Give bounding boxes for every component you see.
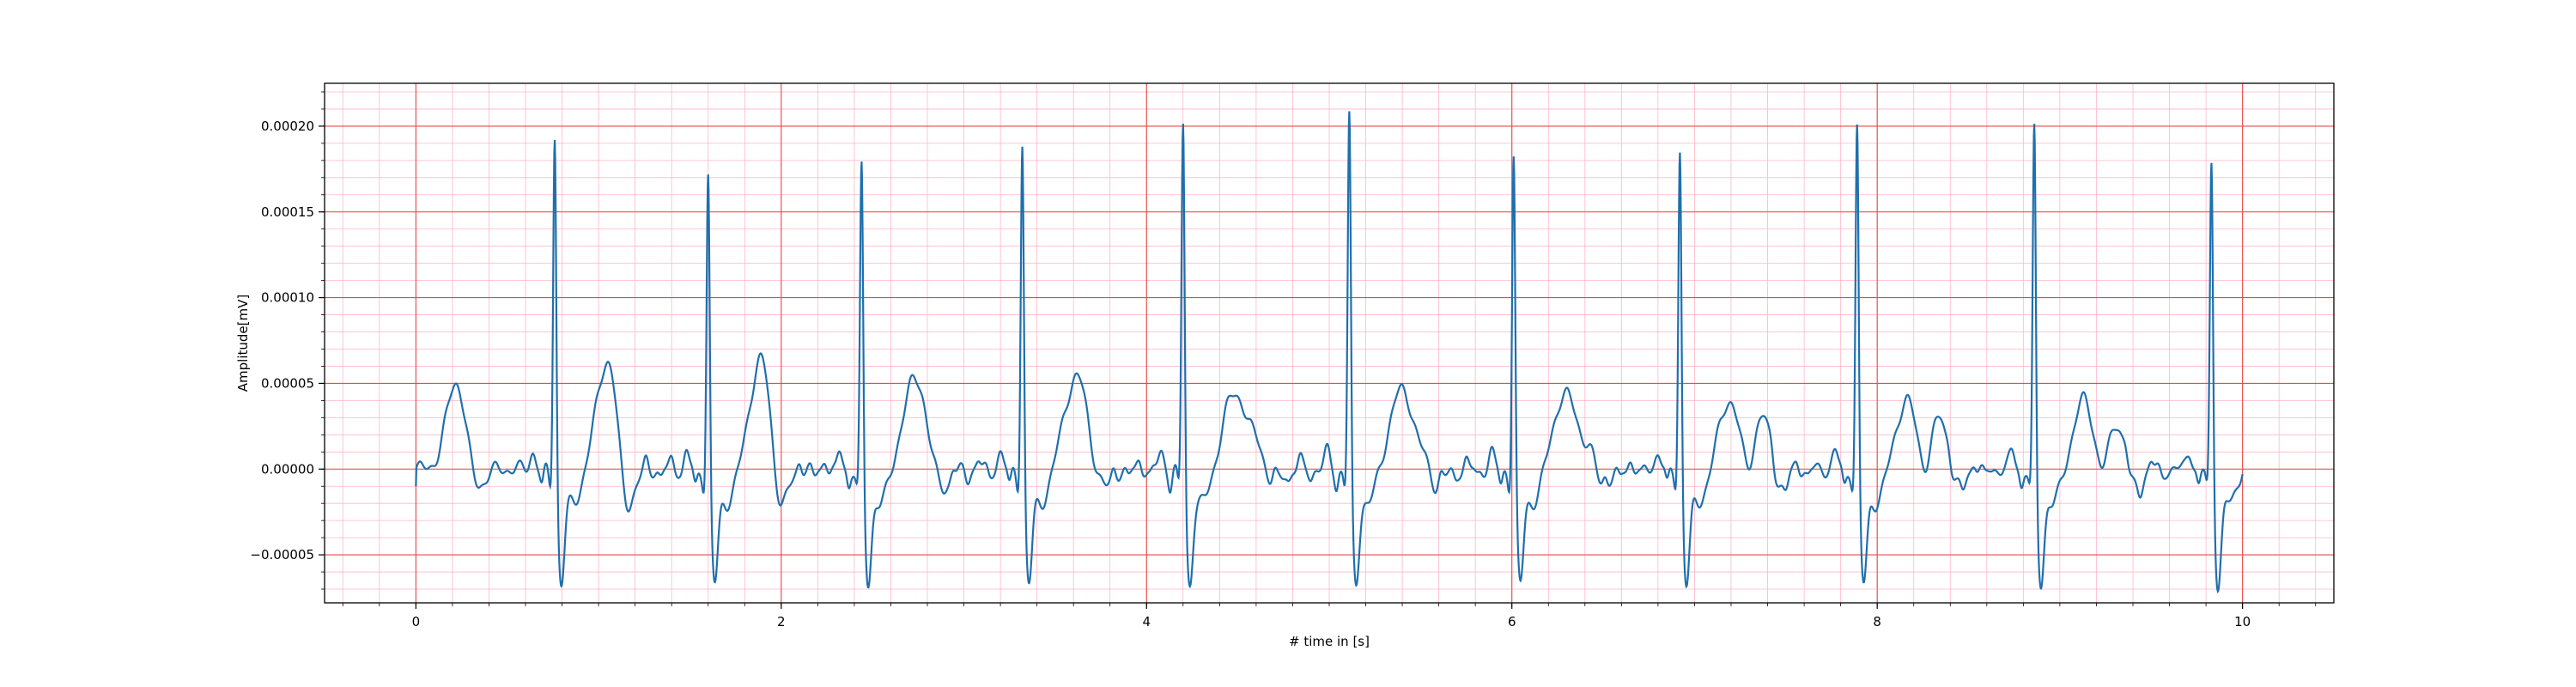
major-grid (325, 83, 2334, 603)
y-tick-label: 0.00010 (261, 290, 314, 306)
x-tick-label: 10 (2234, 614, 2251, 629)
y-axis: −0.00005 0.00000 0.00005 0.00010 0.00015 0.00… (250, 91, 325, 590)
y-tick-label: 0.00015 (261, 204, 314, 220)
y-tick-label: −0.00005 (250, 547, 314, 562)
x-tick-label: 6 (1508, 614, 1516, 629)
ecg-series-line (415, 111, 2244, 594)
x-axis: 0 2 4 6 8 10 (342, 603, 2317, 629)
y-axis-label: Amplitude[mV] (235, 295, 251, 392)
y-tick-label: 0.00020 (261, 119, 314, 134)
y-tick-label: 0.00005 (261, 375, 314, 391)
x-tick-label: 0 (412, 614, 421, 629)
x-tick-label: 2 (777, 614, 786, 629)
x-tick-label: 8 (1873, 614, 1881, 629)
x-axis-label: # time in [s] (1289, 634, 1370, 649)
y-tick-label: 0.00000 (261, 461, 314, 477)
x-tick-label: 4 (1142, 614, 1151, 629)
